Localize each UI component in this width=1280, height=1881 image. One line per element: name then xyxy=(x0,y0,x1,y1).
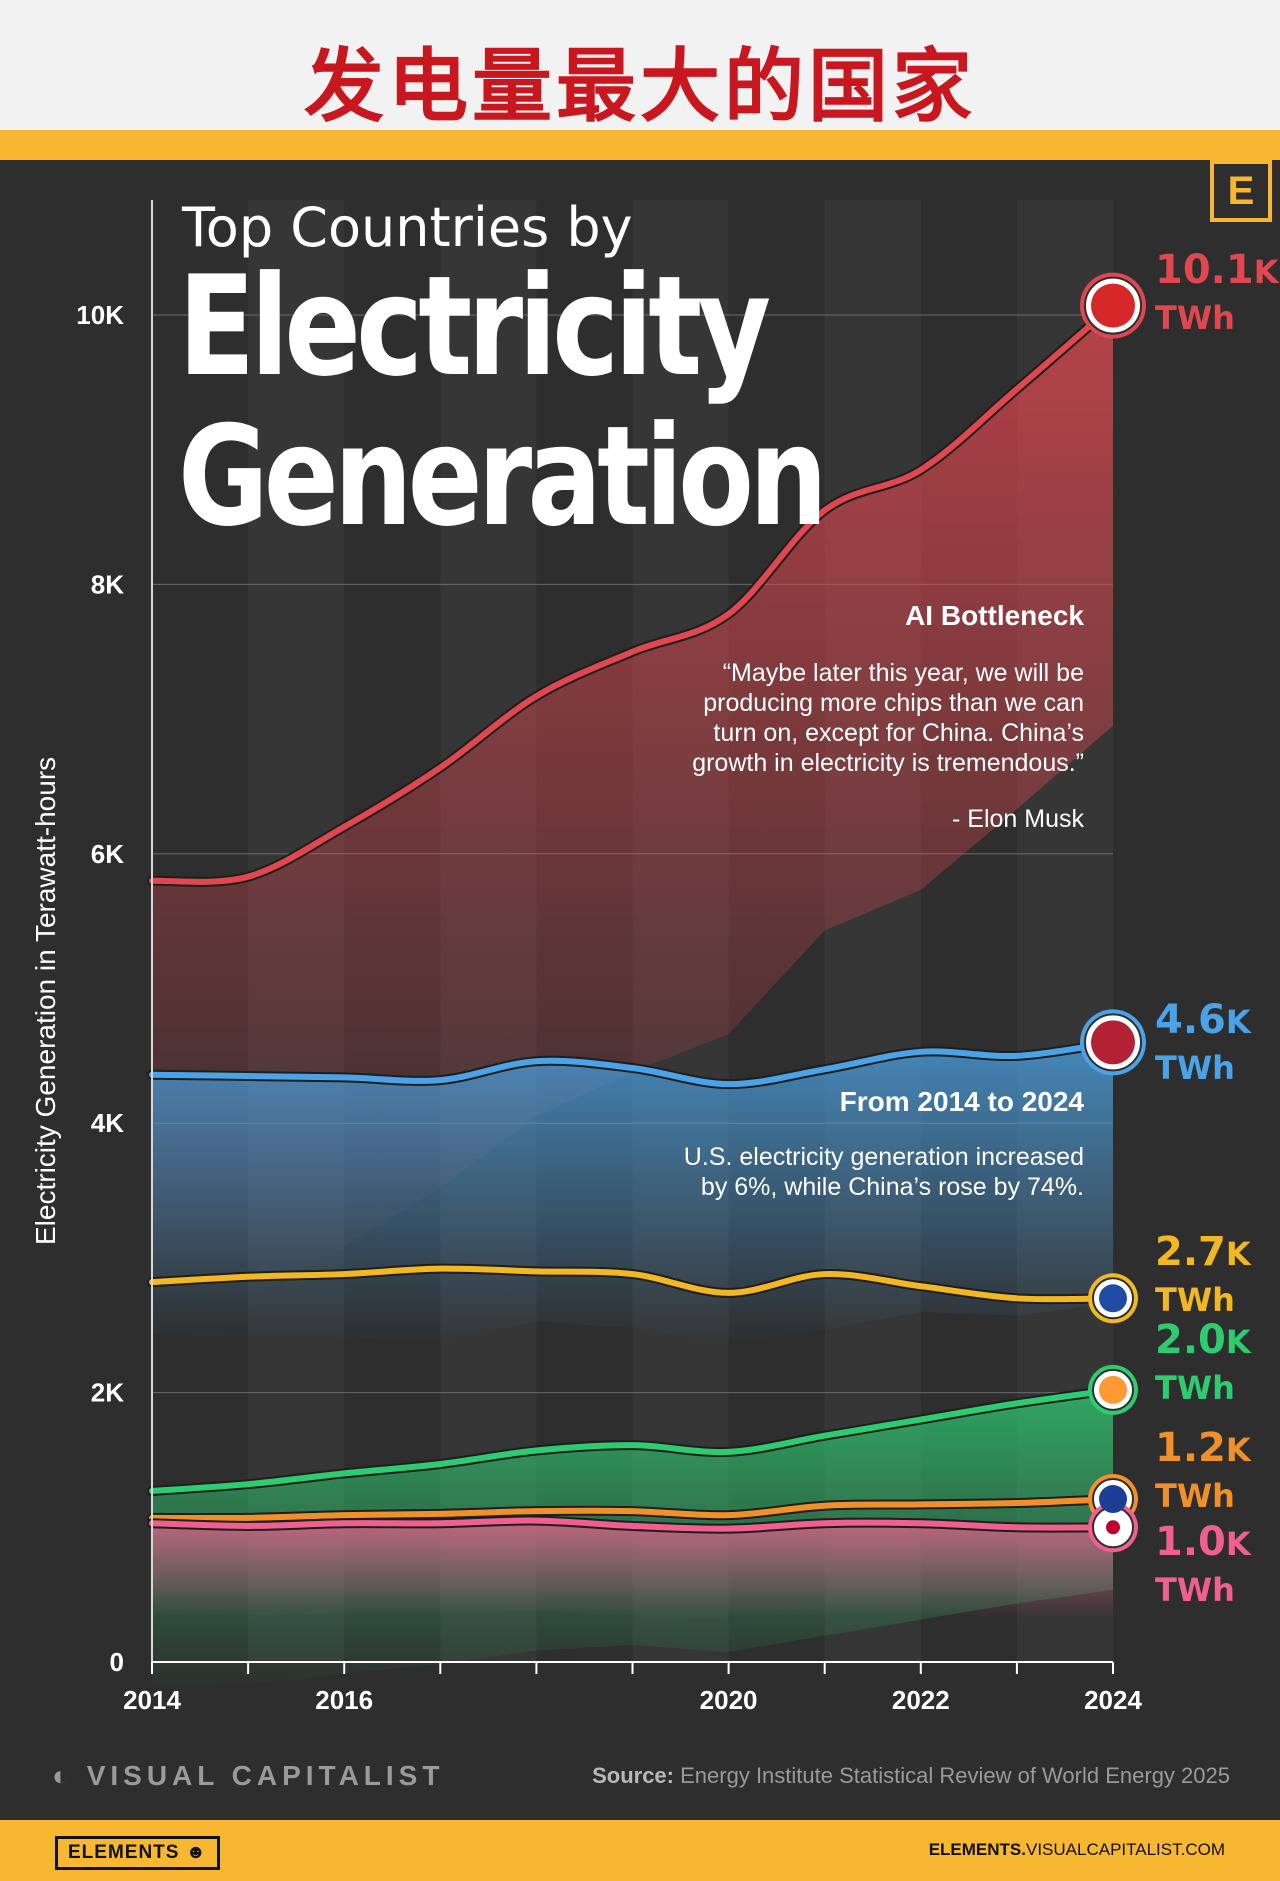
end-value-label-1: 4.6K TWh xyxy=(1155,1000,1251,1094)
annotation-ai-quote-4: growth in electricity is tremendous.” xyxy=(692,749,1084,777)
end-value-label-2: 2.7K TWh xyxy=(1155,1232,1251,1326)
end-value-label-3: 2.0K TWh xyxy=(1155,1320,1251,1414)
end-markers xyxy=(1080,272,1146,1553)
flag-us-icon xyxy=(1091,1020,1135,1065)
end-value-suffix: K xyxy=(1225,1431,1251,1469)
series-area-japan xyxy=(152,1520,1113,1619)
visual-capitalist-logo: ◐ VISUAL CAPITALIST xyxy=(52,1760,444,1792)
title-line3: Generation xyxy=(178,396,828,557)
series-areas xyxy=(152,305,1113,1691)
year-bands xyxy=(248,200,1113,1662)
end-value-unit: TWh xyxy=(1155,1477,1235,1515)
elements-logo-icon: E xyxy=(1210,160,1272,222)
y-tick-label: 2K xyxy=(91,1378,124,1408)
banner-title: 发电量最大的国家 xyxy=(304,40,976,133)
end-value-number: 1.0 xyxy=(1155,1519,1226,1565)
annotation-ai-quote-2: producing more chips than we can xyxy=(703,689,1084,717)
top-banner: 发电量最大的国家 xyxy=(0,0,1280,133)
end-value-label-5: 1.0K TWh xyxy=(1155,1522,1251,1616)
end-value-label-0: 10.1K TWh xyxy=(1155,250,1279,344)
footer-url[interactable]: ELEMENTS.VISUALCAPITALIST.COM xyxy=(929,1840,1225,1860)
flag-russia-icon xyxy=(1099,1485,1127,1514)
footer-url-rest: VISUALCAPITALIST.COM xyxy=(1025,1840,1225,1859)
elements-badge-text: ELEMENTS xyxy=(68,1842,180,1863)
source-label: Source: xyxy=(592,1763,674,1788)
top-stripe xyxy=(0,130,1280,160)
chart-area: 0 2K 4K 6K 8K 10K 2014 2016 2020 2022 2024 xyxy=(76,200,1146,1715)
flag-china-icon xyxy=(1091,283,1135,328)
end-value-suffix: K xyxy=(1225,1525,1251,1563)
end-value-number: 2.7 xyxy=(1155,1229,1226,1275)
end-value-unit: TWh xyxy=(1155,1571,1235,1609)
vc-brand-text: VISUAL CAPITALIST xyxy=(86,1760,445,1791)
vc-logo-icon: ◐ xyxy=(52,1760,87,1791)
y-tick-label: 8K xyxy=(91,569,124,599)
series-area-china xyxy=(152,305,1113,1301)
end-value-suffix: K xyxy=(1253,253,1279,291)
annotation-ai-quote-3: turn on, except for China. China’s xyxy=(713,719,1084,747)
annotation-change-heading: From 2014 to 2024 xyxy=(839,1086,1084,1117)
series-line-eu xyxy=(149,1265,1116,1303)
end-value-number: 1.2 xyxy=(1155,1425,1226,1471)
end-value-number: 4.6 xyxy=(1155,997,1226,1043)
annotation-change-line-2: by 6%, while China’s rose by 74%. xyxy=(700,1173,1084,1201)
y-tick-label: 10K xyxy=(76,300,124,330)
y-tick-label: 4K xyxy=(91,1108,124,1138)
series-line-china xyxy=(149,302,1116,885)
end-value-suffix: K xyxy=(1225,1003,1251,1041)
title-line1: Top Countries by xyxy=(182,196,633,259)
end-value-suffix: K xyxy=(1225,1323,1251,1361)
series-line-india xyxy=(149,1386,1116,1494)
end-value-suffix: K xyxy=(1225,1235,1251,1273)
annotation-change-line-1: U.S. electricity generation increased xyxy=(683,1143,1084,1171)
series-lines xyxy=(147,300,1118,1534)
source-text: Energy Institute Statistical Review of W… xyxy=(680,1763,1230,1788)
end-value-number: 10.1 xyxy=(1155,247,1254,293)
end-value-number: 2.0 xyxy=(1155,1317,1226,1363)
end-value-unit: TWh xyxy=(1155,1049,1235,1087)
y-axis-label: Electricity Generation in Terawatt-hours xyxy=(30,756,61,1245)
footer-url-bold: ELEMENTS. xyxy=(928,1840,1026,1859)
annotation-ai-author: - Elon Musk xyxy=(952,805,1084,833)
x-tick-label: 2016 xyxy=(315,1685,373,1715)
x-tick-label: 2020 xyxy=(700,1685,758,1715)
annotation-ai-heading: AI Bottleneck xyxy=(905,600,1084,631)
title-line2: Electricity xyxy=(178,246,771,407)
end-value-unit: TWh xyxy=(1155,299,1235,337)
elements-badge[interactable]: ELEMENTS ☻ xyxy=(55,1836,220,1870)
flag-india-icon xyxy=(1099,1375,1127,1404)
flag-japan-icon xyxy=(1106,1520,1120,1535)
series-line-us xyxy=(149,1039,1116,1088)
annotation-ai-quote-1: “Maybe later this year, we will be xyxy=(722,659,1084,687)
y-tick-label: 0 xyxy=(110,1647,124,1677)
source-note: Source: Energy Institute Statistical Rev… xyxy=(592,1763,1230,1789)
end-value-unit: TWh xyxy=(1155,1369,1235,1407)
axes: 0 2K 4K 6K 8K 10K 2014 2016 2020 2022 2024 xyxy=(76,200,1142,1715)
flag-eu-icon xyxy=(1099,1284,1127,1313)
bottom-stripe xyxy=(0,1820,1280,1881)
series-line-japan xyxy=(149,1517,1116,1532)
series-line-russia xyxy=(149,1496,1116,1522)
end-value-unit: TWh xyxy=(1155,1281,1235,1319)
x-tick-label: 2022 xyxy=(892,1685,950,1715)
end-value-label-4: 1.2K TWh xyxy=(1155,1428,1251,1522)
x-tick-label: 2024 xyxy=(1084,1685,1142,1715)
x-tick-label: 2014 xyxy=(123,1685,181,1715)
y-tick-label: 6K xyxy=(91,839,124,869)
elements-badge-icon: ☻ xyxy=(185,1842,207,1863)
